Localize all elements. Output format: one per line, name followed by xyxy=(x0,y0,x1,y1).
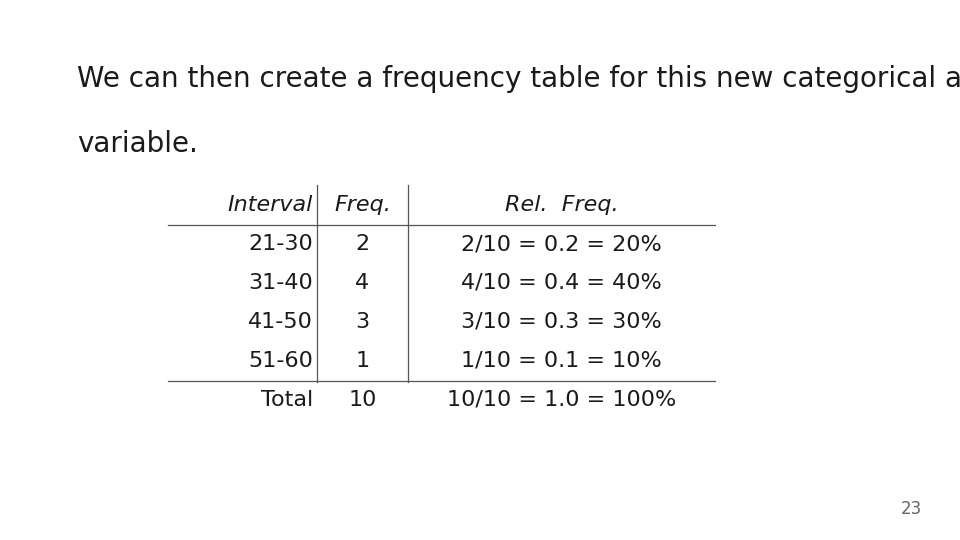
Text: 3: 3 xyxy=(355,312,370,332)
Text: 23: 23 xyxy=(900,501,922,518)
Text: variable.: variable. xyxy=(77,130,198,158)
Text: 31-40: 31-40 xyxy=(249,273,313,293)
Text: We can then create a frequency table for this new categorical age: We can then create a frequency table for… xyxy=(77,65,960,93)
Text: Freq.: Freq. xyxy=(334,195,391,215)
Text: 51-60: 51-60 xyxy=(248,350,313,371)
Text: 4/10 = 0.4 = 40%: 4/10 = 0.4 = 40% xyxy=(461,273,662,293)
Text: Total: Total xyxy=(261,389,313,410)
Text: 4: 4 xyxy=(355,273,370,293)
Text: Interval: Interval xyxy=(228,195,313,215)
Text: 10: 10 xyxy=(348,389,376,410)
Text: 1: 1 xyxy=(355,350,370,371)
Text: 10/10 = 1.0 = 100%: 10/10 = 1.0 = 100% xyxy=(447,389,676,410)
Text: 1/10 = 0.1 = 10%: 1/10 = 0.1 = 10% xyxy=(461,350,662,371)
Text: 41-50: 41-50 xyxy=(248,312,313,332)
Text: 2: 2 xyxy=(355,234,370,254)
Text: 21-30: 21-30 xyxy=(249,234,313,254)
Text: 2/10 = 0.2 = 20%: 2/10 = 0.2 = 20% xyxy=(461,234,662,254)
Text: 3/10 = 0.3 = 30%: 3/10 = 0.3 = 30% xyxy=(461,312,662,332)
Text: Rel.  Freq.: Rel. Freq. xyxy=(505,195,618,215)
